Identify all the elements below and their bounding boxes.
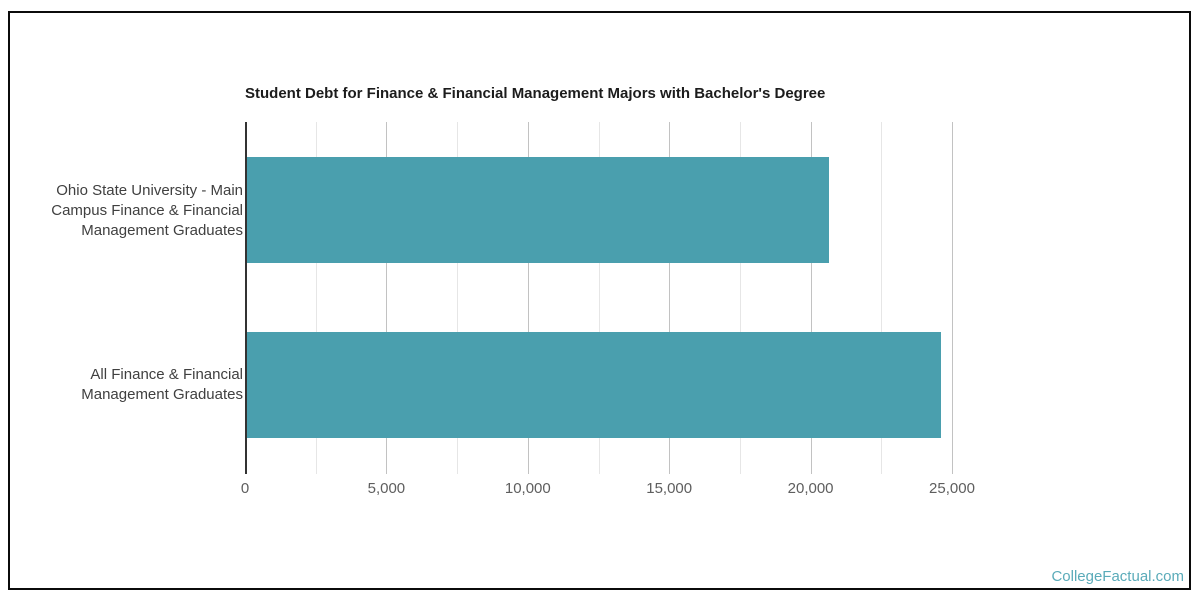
major-gridline — [669, 122, 671, 474]
minor-gridline — [739, 122, 741, 474]
bar-1[interactable] — [247, 332, 941, 438]
x-tick-label: 15,000 — [646, 480, 693, 497]
plot-area — [245, 122, 1007, 474]
y-axis-line — [245, 122, 247, 474]
x-tick-label: 20,000 — [787, 480, 834, 497]
x-axis-tick-labels: 0 5,000 10,000 15,000 20,000 25,000 — [241, 480, 1007, 500]
minor-gridline — [457, 122, 459, 474]
x-tick-label: 25,000 — [929, 480, 975, 497]
category-label-ohio-state: Ohio State University - Main Campus Fina… — [51, 182, 243, 239]
chart-title: Student Debt for Finance & Financial Man… — [245, 85, 826, 102]
minor-gridline — [315, 122, 317, 474]
minor-gridline — [598, 122, 600, 474]
category-label-all-graduates: All Finance & Financial Management Gradu… — [81, 366, 243, 403]
chart-border-frame — [8, 11, 1191, 590]
bar-0[interactable] — [247, 157, 829, 263]
minor-gridline — [881, 122, 883, 474]
watermark-link[interactable]: CollegeFactual.com — [1051, 568, 1184, 585]
major-gridline — [952, 122, 953, 474]
x-tick-label: 0 — [240, 480, 250, 497]
x-tick-label: 10,000 — [504, 480, 551, 497]
major-gridline — [386, 122, 388, 474]
major-gridline — [810, 122, 812, 474]
major-gridline — [527, 122, 529, 474]
x-tick-label: 5,000 — [367, 480, 406, 497]
